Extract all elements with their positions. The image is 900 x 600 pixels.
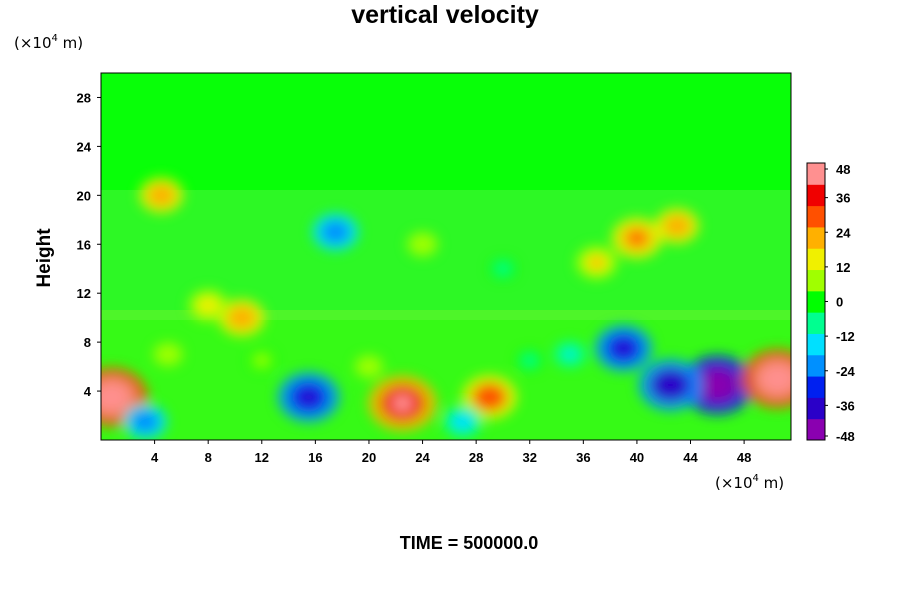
- colorbar-segment-9: [807, 226, 825, 249]
- y-axis-label: Height: [34, 228, 55, 288]
- x-tick-label-3: 16: [308, 450, 322, 465]
- feature-blob-17: [139, 177, 184, 214]
- x-tick-label-0: 4: [151, 450, 159, 465]
- colorbar-tick-label-5: -12: [836, 329, 855, 344]
- colorbar-segment-11: [807, 184, 825, 207]
- colorbar-segment-12: [807, 163, 825, 185]
- colorbar-tick-label-2: 24: [836, 225, 851, 240]
- features-layer: [101, 177, 791, 440]
- x-ticks: 4 8 12 16 20 24 28 32 36 40 44 48: [151, 440, 751, 465]
- y-tick-label-6: 28: [77, 90, 91, 105]
- feature-blob-1: [277, 372, 340, 423]
- y-tick-label-4: 20: [77, 188, 91, 203]
- x-tick-label-1: 8: [205, 450, 212, 465]
- feature-blob-4: [442, 405, 483, 438]
- colorbar-segment-6: [807, 290, 825, 313]
- feature-blob-10: [553, 340, 587, 368]
- feature-blob-11: [312, 213, 359, 251]
- feature-blob-18: [248, 349, 276, 372]
- svg-text:(×104 m): (×104 m): [715, 473, 784, 492]
- feature-blob-9: [594, 324, 653, 372]
- y-unit-label: (×104 m): [14, 33, 83, 52]
- colorbar-tick-label-8: -48: [836, 429, 855, 444]
- time-label: TIME = 500000.0: [400, 533, 539, 553]
- svg-text:(×104 m): (×104 m): [14, 33, 83, 52]
- x-tick-label-4: 20: [362, 450, 376, 465]
- x-unit-prefix: (×10: [715, 474, 753, 492]
- x-tick-label-11: 48: [737, 450, 751, 465]
- feature-blob-16: [188, 289, 229, 322]
- x-tick-label-9: 40: [630, 450, 644, 465]
- feature-blob-19: [354, 355, 384, 379]
- feature-blob-12: [611, 217, 663, 259]
- plot-area: [101, 73, 791, 440]
- x-unit-exp: 4: [753, 473, 759, 484]
- colorbar-segment-0: [807, 418, 825, 441]
- feature-blob-22: [407, 231, 439, 257]
- colorbar-segment-7: [807, 269, 825, 292]
- feature-blob-6: [680, 355, 754, 415]
- feature-blob-15: [218, 298, 265, 337]
- feature-blob-14: [575, 245, 618, 280]
- x-unit-suffix: m): [759, 474, 784, 492]
- feature-blob-13: [655, 208, 700, 244]
- feature-blob-8: [741, 349, 791, 409]
- feature-blob-7: [638, 358, 703, 411]
- colorbar-tick-label-3: 12: [836, 260, 850, 275]
- y-tick-label-5: 24: [77, 139, 92, 154]
- x-tick-label-5: 24: [415, 450, 430, 465]
- x-unit-label: (×104 m): [715, 473, 784, 492]
- y-tick-label-2: 12: [77, 286, 91, 301]
- feature-blob-2: [368, 375, 437, 432]
- colorbar-segment-3: [807, 354, 825, 377]
- y-unit-prefix: (×10: [14, 34, 52, 52]
- colorbar-tick-label-1: 36: [836, 191, 850, 206]
- colorbar: 48 36 24 12 0 -12 -24 -36 -48: [806, 162, 856, 444]
- chart-title: vertical velocity: [351, 1, 539, 29]
- colorbar-segment-4: [807, 333, 825, 356]
- y-ticks: 4 8 12 16 20 24 28: [77, 90, 101, 399]
- feature-blob-5: [123, 403, 168, 440]
- x-tick-label-7: 32: [523, 450, 537, 465]
- feature-blob-23: [489, 258, 517, 280]
- y-tick-label-0: 4: [84, 384, 92, 399]
- colorbar-segment-5: [807, 312, 825, 334]
- feature-blob-21: [516, 349, 544, 372]
- colorbar-tick-label-7: -36: [836, 398, 855, 413]
- colorbar-segment-2: [807, 376, 825, 398]
- plot-frame: [100, 72, 792, 441]
- colorbar-tick-label-0: 48: [836, 162, 850, 177]
- x-tick-label-2: 12: [255, 450, 269, 465]
- x-tick-label-10: 44: [683, 450, 698, 465]
- colorbar-tick-label-4: 0: [836, 295, 843, 310]
- x-tick-label-6: 28: [469, 450, 483, 465]
- feature-blob-3: [461, 374, 518, 420]
- y-unit-exp: 4: [52, 33, 58, 44]
- colorbar-segment-10: [807, 205, 825, 228]
- colorbar-tick-label-6: -24: [836, 364, 856, 379]
- y-tick-label-3: 16: [77, 237, 91, 252]
- colorbar-segment-1: [807, 397, 825, 420]
- y-tick-label-1: 8: [84, 335, 91, 350]
- colorbar-segment-8: [807, 248, 825, 271]
- feature-blob-20: [153, 342, 183, 367]
- x-tick-label-8: 36: [576, 450, 590, 465]
- y-unit-suffix: m): [58, 34, 83, 52]
